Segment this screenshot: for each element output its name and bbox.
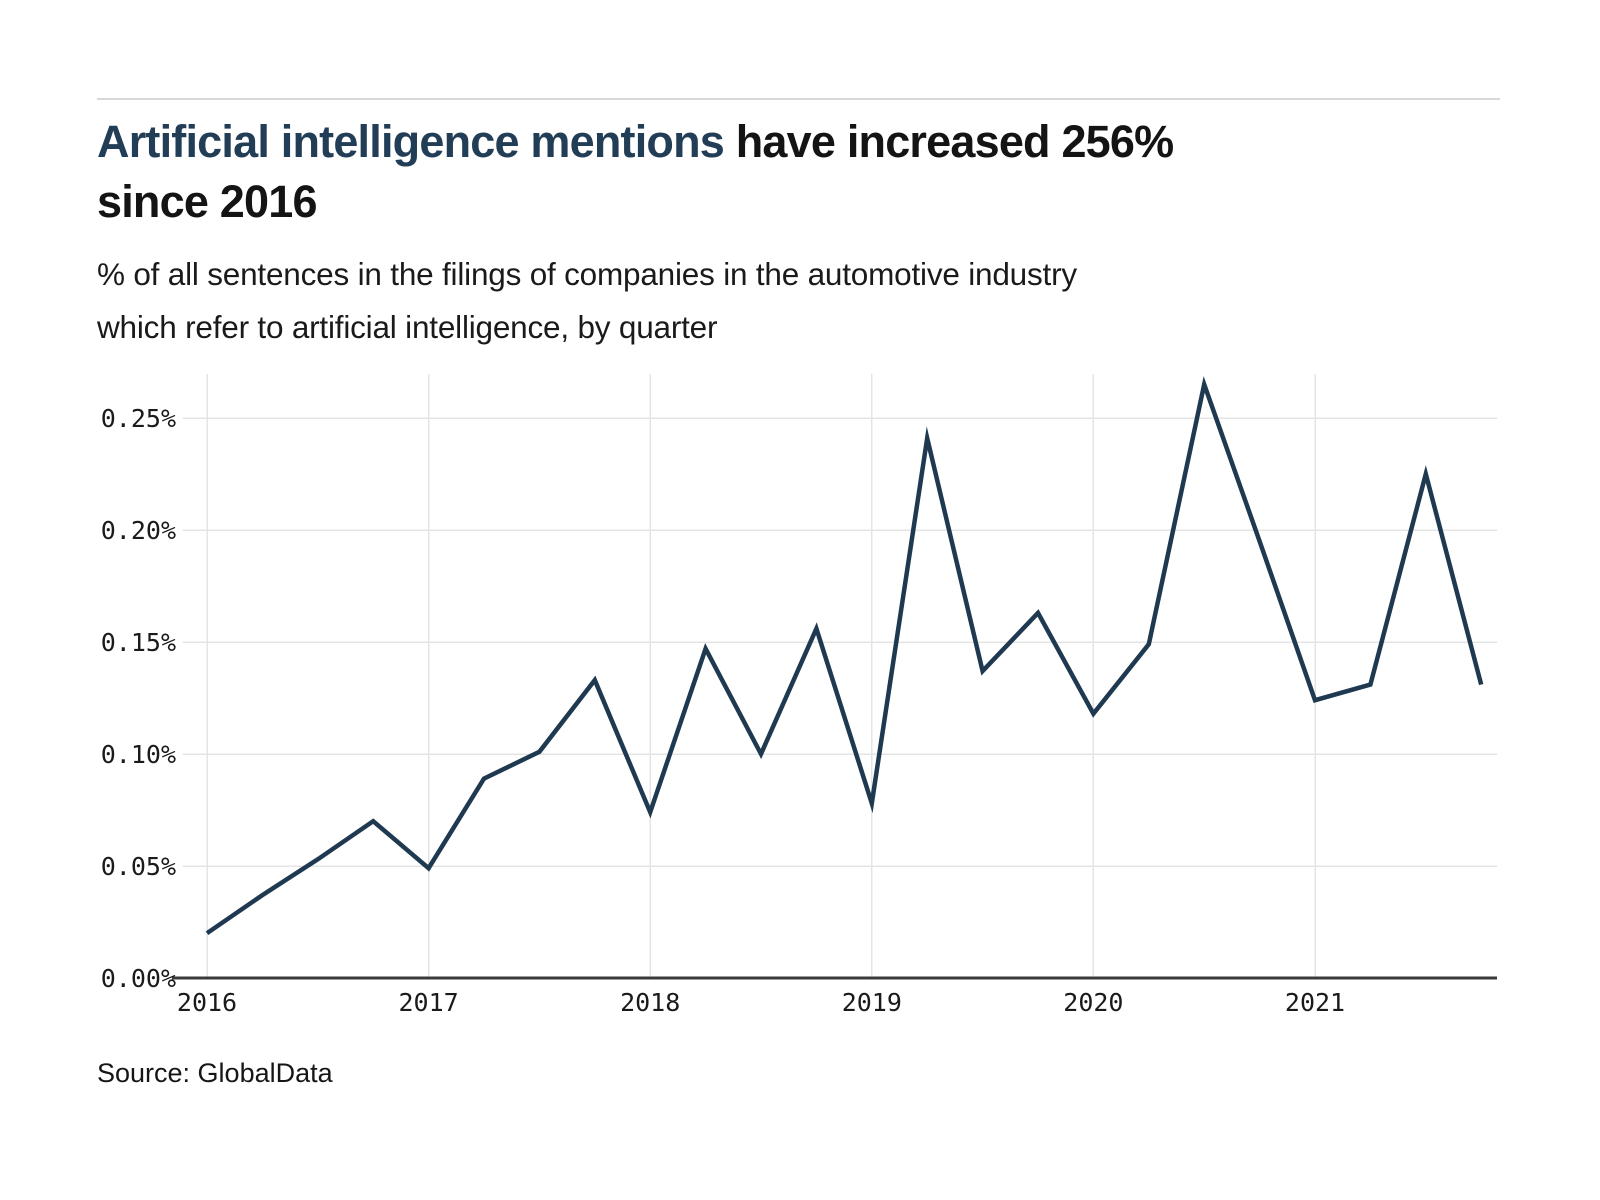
chart-subtitle-line1: % of all sentences in the filings of com… bbox=[97, 256, 1077, 292]
chart-subtitle-line2: which refer to artificial intelligence, … bbox=[97, 309, 718, 345]
x-tick-label: 2020 bbox=[1063, 988, 1123, 1017]
x-tick-label: 2018 bbox=[620, 988, 680, 1017]
x-tick-label: 2019 bbox=[842, 988, 902, 1017]
header-rule bbox=[97, 98, 1500, 100]
x-tick-label: 2016 bbox=[177, 988, 237, 1017]
title-highlight: Artificial intelligence mentions bbox=[97, 116, 725, 167]
y-tick-label: 0.00% bbox=[101, 964, 176, 993]
x-tick-label: 2021 bbox=[1285, 988, 1345, 1017]
y-tick-label: 0.20% bbox=[101, 516, 176, 545]
line-chart: 2016 2017 2018 2019 2020 2021 0.00% 0.05% 0.10% 0… bbox=[101, 374, 1497, 1017]
title-rest: have increased 256% bbox=[724, 116, 1174, 167]
page-title: Artificial intelligence mentions have in… bbox=[97, 112, 1174, 232]
y-tick-label: 0.10% bbox=[101, 740, 176, 769]
y-tick-label: 0.15% bbox=[101, 628, 176, 657]
chart-subtitle: % of all sentences in the filings of com… bbox=[97, 248, 1077, 354]
y-tick-label: 0.25% bbox=[101, 404, 176, 433]
data-line bbox=[205, 376, 1484, 936]
source-note: Source: GlobalData bbox=[97, 1058, 333, 1088]
x-tick-label: 2017 bbox=[398, 988, 458, 1017]
title-line2: since 2016 bbox=[97, 176, 317, 227]
y-tick-label: 0.05% bbox=[101, 852, 176, 881]
